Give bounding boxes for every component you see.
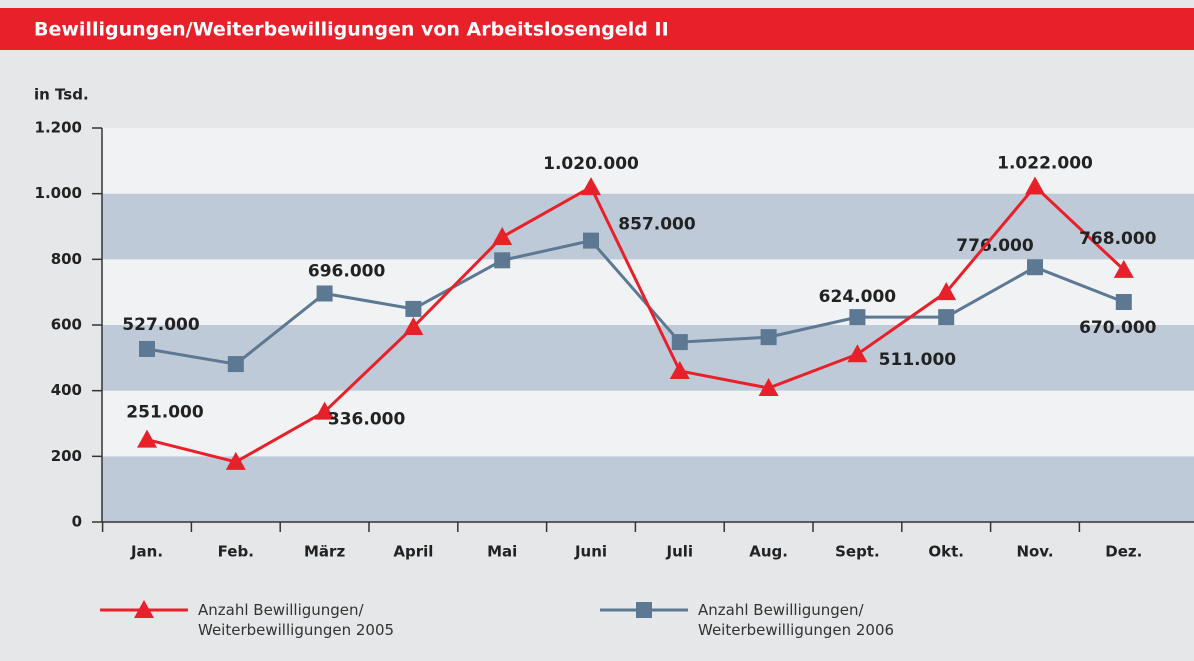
data-label: 776.000 <box>956 236 1034 256</box>
data-label: 624.000 <box>819 287 897 307</box>
data-label: 857.000 <box>618 215 696 235</box>
y-tick-label: 0 <box>72 513 82 531</box>
marker <box>316 285 333 302</box>
marker <box>405 300 422 317</box>
band <box>102 390 1194 457</box>
y-tick-label: 1.000 <box>35 184 82 202</box>
x-tick-label: Juni <box>574 543 607 561</box>
marker <box>669 360 690 379</box>
marker <box>492 227 513 246</box>
marker <box>1027 259 1043 276</box>
marker <box>936 282 957 301</box>
band <box>102 193 1194 260</box>
x-tick-label: Sept. <box>835 543 880 561</box>
marker <box>938 309 955 326</box>
marker <box>225 451 246 470</box>
marker <box>314 401 335 420</box>
y-tick-label: 400 <box>51 381 82 399</box>
marker <box>139 340 155 357</box>
y-tick-label: 800 <box>51 250 82 268</box>
marker <box>137 429 157 448</box>
marker <box>1115 294 1132 311</box>
marker <box>494 252 511 269</box>
marker <box>1025 176 1045 195</box>
legend-label: Anzahl Bewilligungen/Weiterbewilligungen… <box>198 601 394 639</box>
data-label: 336.000 <box>328 410 406 430</box>
x-tick-label: Nov. <box>1016 543 1053 561</box>
x-tick-label: Feb. <box>218 543 254 561</box>
band <box>102 259 1194 325</box>
marker <box>760 329 777 346</box>
marker <box>671 334 688 351</box>
data-label: 696.000 <box>308 261 386 281</box>
data-label: 1.020.000 <box>543 154 639 174</box>
x-tick-label: Aug. <box>749 543 788 561</box>
y-tick-label: 600 <box>51 316 82 334</box>
marker <box>227 356 244 373</box>
x-tick-label: Dez. <box>1105 543 1142 561</box>
band <box>102 456 1194 522</box>
header-bar <box>0 8 1194 50</box>
y-tick-label: 200 <box>51 447 82 465</box>
data-label: 670.000 <box>1079 318 1157 338</box>
marker <box>849 309 866 326</box>
band <box>102 325 1194 391</box>
data-label: 511.000 <box>879 350 957 370</box>
legend-marker <box>636 602 652 618</box>
series-line <box>146 184 1125 464</box>
x-tick-label: Juli <box>666 543 694 561</box>
marker <box>583 232 599 249</box>
marker <box>1113 259 1134 278</box>
legend-marker <box>134 600 154 618</box>
x-tick-label: März <box>304 543 345 561</box>
data-label: 251.000 <box>126 403 204 423</box>
marker <box>758 378 779 397</box>
x-tick-label: Okt. <box>928 543 964 561</box>
series-line <box>146 238 1125 366</box>
marker <box>847 344 868 363</box>
data-label: 527.000 <box>122 315 200 335</box>
band <box>102 128 1194 194</box>
data-label: 1.022.000 <box>997 153 1093 173</box>
y-tick-label: 1.200 <box>35 119 82 137</box>
x-tick-label: Jan. <box>130 543 163 561</box>
marker <box>403 316 424 335</box>
marker <box>581 177 601 196</box>
x-tick-label: Mai <box>487 543 517 561</box>
y-axis-label: in Tsd. <box>34 86 89 104</box>
data-label: 768.000 <box>1079 229 1157 249</box>
x-tick-label: April <box>393 543 433 561</box>
chart-title: Bewilligungen/Weiterbewilligungen von Ar… <box>34 19 669 41</box>
legend-label: Anzahl Bewilligungen/Weiterbewilligungen… <box>698 601 894 639</box>
